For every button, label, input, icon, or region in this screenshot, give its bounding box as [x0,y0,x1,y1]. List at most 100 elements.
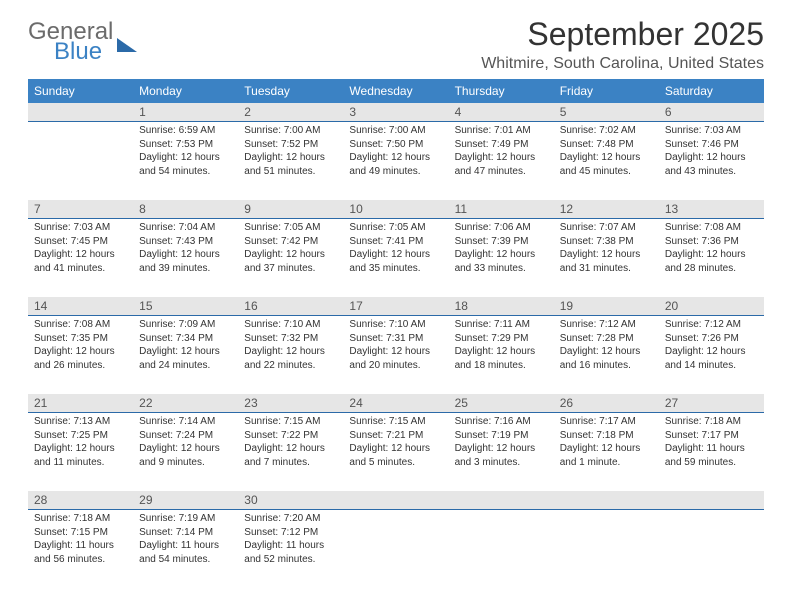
day-day1: Daylight: 12 hours [560,442,653,456]
day-sunrise: Sunrise: 7:02 AM [560,124,653,138]
day-day2: and 1 minute. [560,456,653,470]
day-number: 21 [28,394,133,412]
day-cell: Sunrise: 7:18 AMSunset: 7:17 PMDaylight:… [659,413,764,491]
day-cell: Sunrise: 7:05 AMSunset: 7:41 PMDaylight:… [343,219,448,297]
day-day2: and 31 minutes. [560,262,653,276]
day-sunrise: Sunrise: 7:08 AM [665,221,758,235]
day-day2: and 16 minutes. [560,359,653,373]
day-sunset: Sunset: 7:22 PM [244,429,337,443]
week-row: Sunrise: 7:03 AMSunset: 7:45 PMDaylight:… [28,219,764,297]
day-sunrise: Sunrise: 7:03 AM [34,221,127,235]
day-cell: Sunrise: 7:07 AMSunset: 7:38 PMDaylight:… [554,219,659,297]
day-day1: Daylight: 11 hours [139,539,232,553]
day-sunrise: Sunrise: 7:19 AM [139,512,232,526]
day-day1: Daylight: 12 hours [665,151,758,165]
day-day1: Daylight: 12 hours [34,248,127,262]
day-cell: Sunrise: 7:14 AMSunset: 7:24 PMDaylight:… [133,413,238,491]
day-sunrise: Sunrise: 7:09 AM [139,318,232,332]
day-day1: Daylight: 12 hours [139,345,232,359]
day-number: 24 [343,394,448,412]
day-sunset: Sunset: 7:53 PM [139,138,232,152]
day-number: 10 [343,200,448,218]
day-number [28,103,133,121]
day-day1: Daylight: 12 hours [349,248,442,262]
day-cell: Sunrise: 7:05 AMSunset: 7:42 PMDaylight:… [238,219,343,297]
day-sunrise: Sunrise: 7:10 AM [244,318,337,332]
day-sunset: Sunset: 7:34 PM [139,332,232,346]
day-sunrise: Sunrise: 7:12 AM [560,318,653,332]
day-cell: Sunrise: 7:03 AMSunset: 7:45 PMDaylight:… [28,219,133,297]
day-day2: and 43 minutes. [665,165,758,179]
day-day2: and 7 minutes. [244,456,337,470]
day-sunset: Sunset: 7:52 PM [244,138,337,152]
day-day2: and 33 minutes. [455,262,548,276]
day-cell: Sunrise: 7:04 AMSunset: 7:43 PMDaylight:… [133,219,238,297]
title-block: September 2025 Whitmire, South Carolina,… [481,16,764,73]
day-day2: and 35 minutes. [349,262,442,276]
day-day2: and 45 minutes. [560,165,653,179]
day-day2: and 39 minutes. [139,262,232,276]
month-title: September 2025 [481,16,764,53]
day-sunrise: Sunrise: 7:16 AM [455,415,548,429]
day-day1: Daylight: 12 hours [139,151,232,165]
day-number: 23 [238,394,343,412]
day-day1: Daylight: 12 hours [34,345,127,359]
day-sunset: Sunset: 7:42 PM [244,235,337,249]
day-cell: Sunrise: 7:17 AMSunset: 7:18 PMDaylight:… [554,413,659,491]
day-cell [28,122,133,200]
day-day1: Daylight: 12 hours [455,345,548,359]
day-day2: and 37 minutes. [244,262,337,276]
day-sunrise: Sunrise: 7:05 AM [244,221,337,235]
day-cell: Sunrise: 7:01 AMSunset: 7:49 PMDaylight:… [449,122,554,200]
week-row: Sunrise: 7:08 AMSunset: 7:35 PMDaylight:… [28,316,764,394]
day-day1: Daylight: 12 hours [349,151,442,165]
day-sunrise: Sunrise: 7:11 AM [455,318,548,332]
day-sunset: Sunset: 7:45 PM [34,235,127,249]
day-number: 7 [28,200,133,218]
day-day2: and 24 minutes. [139,359,232,373]
day-day1: Daylight: 12 hours [665,248,758,262]
week-row: Sunrise: 7:13 AMSunset: 7:25 PMDaylight:… [28,413,764,491]
day-cell [343,510,448,588]
day-number: 26 [554,394,659,412]
day-cell: Sunrise: 7:02 AMSunset: 7:48 PMDaylight:… [554,122,659,200]
day-sunset: Sunset: 7:25 PM [34,429,127,443]
day-sunrise: Sunrise: 7:17 AM [560,415,653,429]
day-number: 30 [238,491,343,509]
day-number: 25 [449,394,554,412]
logo: General Blue [28,20,137,64]
day-sunset: Sunset: 7:24 PM [139,429,232,443]
day-number: 27 [659,394,764,412]
day-number: 22 [133,394,238,412]
day-day1: Daylight: 12 hours [665,345,758,359]
day-number: 12 [554,200,659,218]
day-number: 18 [449,297,554,315]
day-sunrise: Sunrise: 7:07 AM [560,221,653,235]
day-cell: Sunrise: 7:06 AMSunset: 7:39 PMDaylight:… [449,219,554,297]
day-cell [659,510,764,588]
day-day1: Daylight: 12 hours [560,345,653,359]
day-number: 15 [133,297,238,315]
weekday-label: Monday [133,79,238,103]
day-cell: Sunrise: 7:03 AMSunset: 7:46 PMDaylight:… [659,122,764,200]
day-day1: Daylight: 12 hours [244,442,337,456]
day-day2: and 14 minutes. [665,359,758,373]
day-day2: and 52 minutes. [244,553,337,567]
day-cell: Sunrise: 7:10 AMSunset: 7:31 PMDaylight:… [343,316,448,394]
day-day2: and 56 minutes. [34,553,127,567]
day-sunrise: Sunrise: 7:00 AM [244,124,337,138]
daynum-row: 14151617181920 [28,297,764,316]
day-day2: and 54 minutes. [139,553,232,567]
day-sunrise: Sunrise: 6:59 AM [139,124,232,138]
day-day2: and 47 minutes. [455,165,548,179]
day-day1: Daylight: 12 hours [560,151,653,165]
week-row: Sunrise: 6:59 AMSunset: 7:53 PMDaylight:… [28,122,764,200]
day-day1: Daylight: 11 hours [244,539,337,553]
day-sunrise: Sunrise: 7:18 AM [34,512,127,526]
day-cell [554,510,659,588]
day-sunrise: Sunrise: 7:15 AM [244,415,337,429]
day-day1: Daylight: 12 hours [139,442,232,456]
day-cell: Sunrise: 7:08 AMSunset: 7:35 PMDaylight:… [28,316,133,394]
day-sunset: Sunset: 7:12 PM [244,526,337,540]
day-sunset: Sunset: 7:49 PM [455,138,548,152]
